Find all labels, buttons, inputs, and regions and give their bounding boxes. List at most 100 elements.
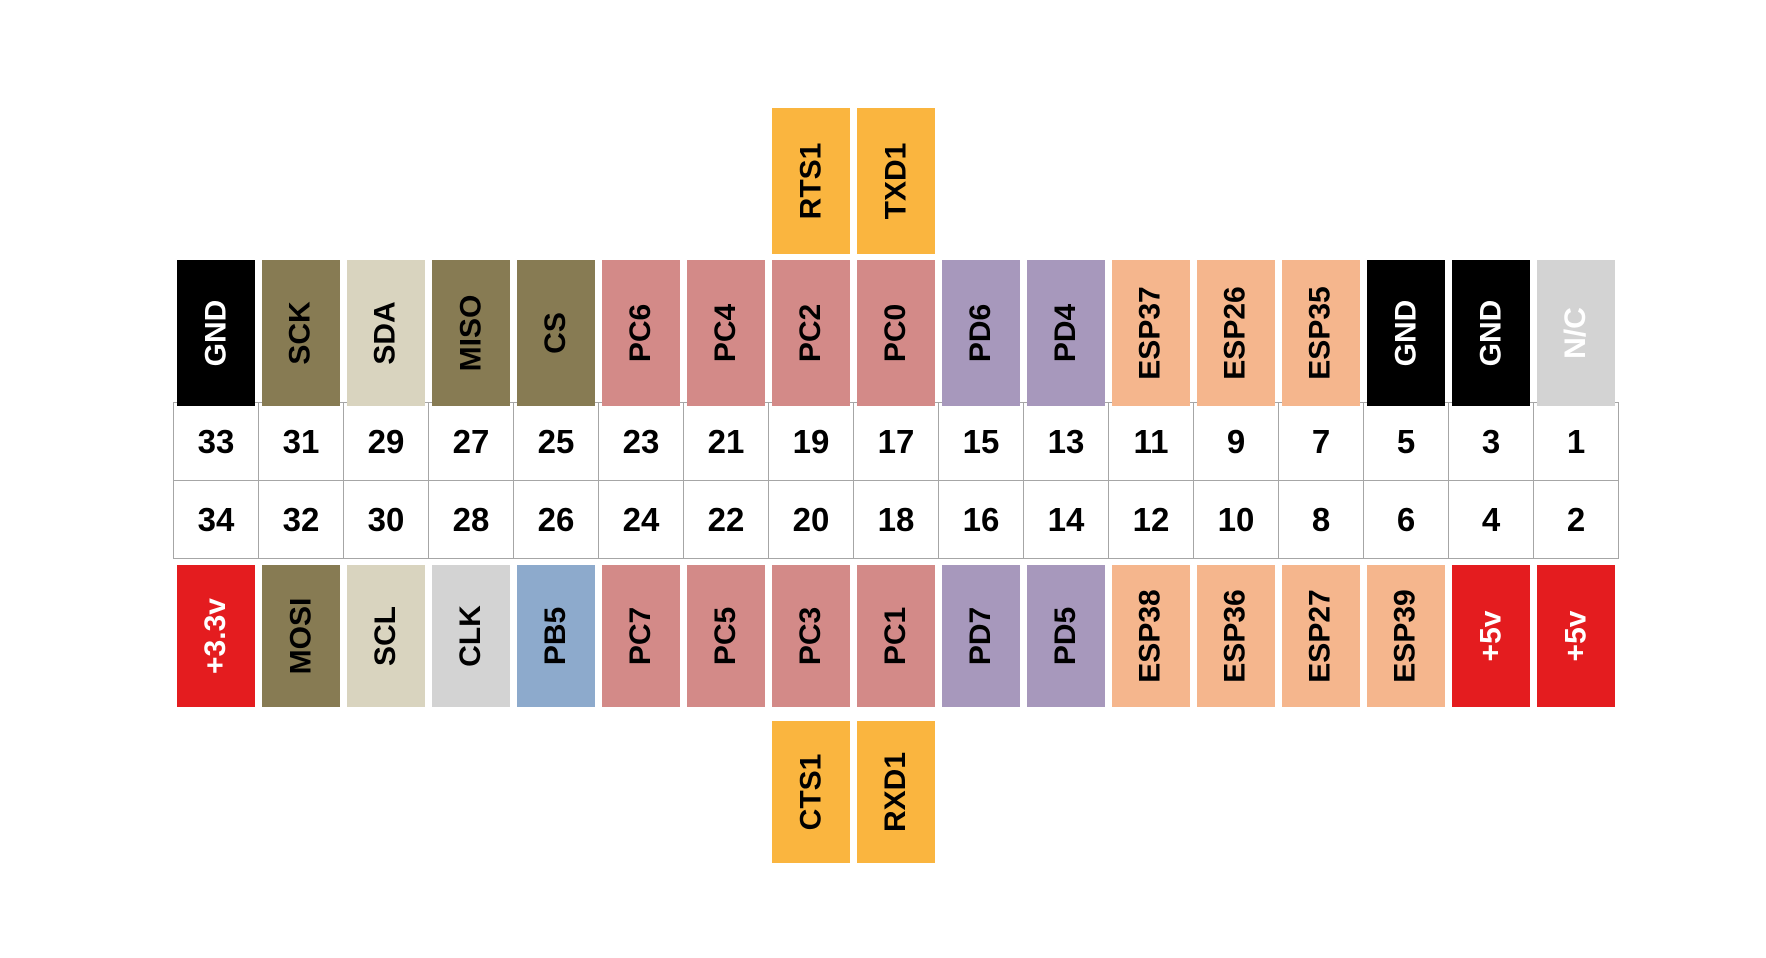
pin-label: ESP37 — [1134, 286, 1167, 380]
bottom-pin-function: SCL — [347, 565, 425, 707]
pin-number: 28 — [428, 480, 514, 559]
top-pin-function: ESP37 — [1112, 260, 1190, 406]
top-pin-function: PD4 — [1027, 260, 1105, 406]
bottom-pin-function: ESP36 — [1197, 565, 1275, 707]
pin-label: CTS1 — [794, 753, 827, 831]
pin-label: PC5 — [708, 606, 742, 666]
pin-label: PC1 — [878, 606, 912, 666]
pin-number: 3 — [1448, 402, 1534, 481]
pin-label: TXD1 — [879, 142, 912, 220]
bottom-pin-function: PD7 — [942, 565, 1020, 707]
top-pin-function: ESP26 — [1197, 260, 1275, 406]
top-pin-function: PC0 — [857, 260, 935, 406]
pin-number: 24 — [598, 480, 684, 559]
top-pin-function: CS — [517, 260, 595, 406]
pin-number: 21 — [683, 402, 769, 481]
pin-label: PD4 — [1048, 303, 1082, 363]
pin-label: RTS1 — [794, 142, 827, 220]
odd-pin-row: 33 31 29 27 25 23 21 19 17 15 13 11 9 7 5 3 1 — [173, 402, 1619, 481]
pin-number: 10 — [1193, 480, 1279, 559]
pin-label: PC2 — [793, 303, 827, 363]
pin-number: 14 — [1023, 480, 1109, 559]
pin-label: ESP35 — [1304, 286, 1337, 380]
bottom-pin-function: PC3 — [772, 565, 850, 707]
pin-label: SCK — [284, 301, 317, 365]
pin-number: 17 — [853, 402, 939, 481]
pin-number: 16 — [938, 480, 1024, 559]
pin-label: MISO — [453, 294, 487, 372]
bottom-pin-function: +5v — [1452, 565, 1530, 707]
top-pin-function: N/C — [1537, 260, 1615, 406]
even-pin-row: 34 32 30 28 26 24 22 20 18 16 14 12 10 8 6 4 2 — [173, 480, 1619, 559]
pin-number: 5 — [1363, 402, 1449, 481]
top-pin-function: PC2 — [772, 260, 850, 406]
pin-label: +5v — [1558, 610, 1592, 662]
bottom-pin-function: ESP38 — [1112, 565, 1190, 707]
top-pin-function: PC4 — [687, 260, 765, 406]
pin-number: 30 — [343, 480, 429, 559]
pin-number: 12 — [1108, 480, 1194, 559]
pin-number-table: 33 31 29 27 25 23 21 19 17 15 13 11 9 7 5 3 1 34 32 30 28 26… — [173, 402, 1619, 559]
top-pin-function: GND — [1452, 260, 1530, 406]
pin-number: 13 — [1023, 402, 1109, 481]
pin-number: 34 — [173, 480, 259, 559]
pin-label: +3.3v — [198, 598, 232, 674]
bottom-pin-function: PC7 — [602, 565, 680, 707]
pin-label: PB5 — [538, 606, 572, 666]
pin-number: 29 — [343, 402, 429, 481]
pin-number: 11 — [1108, 402, 1194, 481]
pin-number: 19 — [768, 402, 854, 481]
pin-label: ESP36 — [1219, 589, 1252, 683]
top-pin-function: GND — [177, 260, 255, 406]
pin-label: +5v — [1473, 610, 1507, 662]
pin-number: 27 — [428, 402, 514, 481]
pin-label: GND — [198, 299, 232, 367]
uart-function-bottom: RXD1 — [857, 721, 935, 863]
top-pin-function: SCK — [262, 260, 340, 406]
top-pin-function: ESP35 — [1282, 260, 1360, 406]
bottom-pin-function: +3.3v — [177, 565, 255, 707]
pin-label: ESP38 — [1134, 589, 1167, 683]
pin-number: 25 — [513, 402, 599, 481]
bottom-pin-function: PC1 — [857, 565, 935, 707]
pin-number: 7 — [1278, 402, 1364, 481]
pin-label: PC6 — [623, 303, 657, 363]
pin-label: PD5 — [1048, 606, 1082, 666]
pin-number: 1 — [1533, 402, 1619, 481]
bottom-pin-function: ESP39 — [1367, 565, 1445, 707]
uart-function-top: RTS1 — [772, 108, 850, 254]
pin-number: 32 — [258, 480, 344, 559]
pin-number: 18 — [853, 480, 939, 559]
bottom-pin-function: CLK — [432, 565, 510, 707]
pin-label: PD6 — [963, 303, 997, 363]
pin-label: PC0 — [878, 303, 912, 363]
pin-label: PC3 — [793, 606, 827, 666]
pin-number: 8 — [1278, 480, 1364, 559]
top-pin-function: GND — [1367, 260, 1445, 406]
pin-label: RXD1 — [879, 751, 912, 833]
pin-number: 23 — [598, 402, 684, 481]
bottom-pin-function: ESP27 — [1282, 565, 1360, 707]
pin-number: 20 — [768, 480, 854, 559]
pin-number: 22 — [683, 480, 769, 559]
pin-label: PC7 — [623, 606, 657, 666]
bottom-pin-function: PD5 — [1027, 565, 1105, 707]
pin-number: 4 — [1448, 480, 1534, 559]
top-pin-function: PD6 — [942, 260, 1020, 406]
pin-number: 33 — [173, 402, 259, 481]
pin-number: 31 — [258, 402, 344, 481]
pin-label: GND — [1473, 299, 1507, 367]
pin-label: N/C — [1558, 307, 1592, 359]
pin-label: ESP39 — [1389, 589, 1422, 683]
pin-label: SCL — [369, 606, 402, 666]
pin-number: 26 — [513, 480, 599, 559]
top-pin-function: PC6 — [602, 260, 680, 406]
pin-number: 6 — [1363, 480, 1449, 559]
pin-label: GND — [1388, 299, 1422, 367]
pin-label: PD7 — [963, 606, 997, 666]
bottom-pin-function: MOSI — [262, 565, 340, 707]
pin-label: CS — [539, 312, 572, 354]
pin-label: SDA — [369, 301, 402, 365]
top-pin-function: SDA — [347, 260, 425, 406]
uart-function-top: TXD1 — [857, 108, 935, 254]
